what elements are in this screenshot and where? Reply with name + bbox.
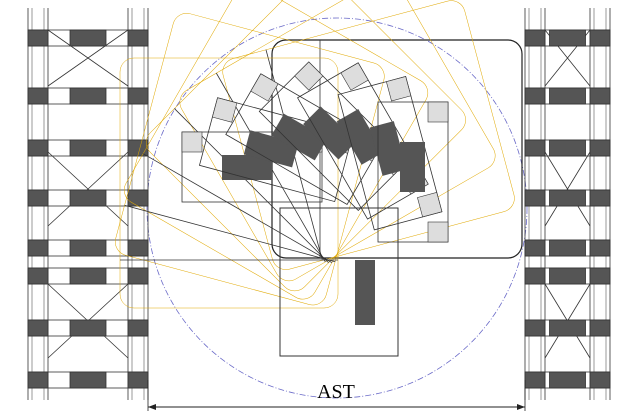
pallet	[127, 371, 149, 389]
pallet-block	[417, 192, 443, 218]
pallet	[127, 139, 149, 157]
pallet	[549, 267, 586, 285]
pallet-block	[250, 73, 279, 102]
body-outline	[124, 0, 429, 300]
pallet	[524, 267, 546, 285]
pallet-block	[385, 76, 412, 102]
pallet	[524, 29, 546, 47]
pallet	[524, 139, 546, 157]
pallet	[27, 29, 49, 47]
arm	[124, 204, 336, 263]
pallet	[27, 189, 49, 207]
pallet	[27, 371, 49, 389]
arm	[142, 153, 333, 264]
pallet	[127, 87, 149, 105]
pallet-position	[377, 101, 449, 243]
swing-position	[119, 57, 339, 309]
swing-position	[124, 0, 429, 300]
pallet-block	[212, 97, 238, 123]
rack	[524, 8, 611, 400]
pallet	[524, 87, 546, 105]
pallet	[69, 267, 107, 285]
pallet	[589, 319, 611, 337]
pallet-load	[336, 108, 384, 165]
racks	[27, 8, 611, 400]
pallet-frame	[279, 207, 399, 357]
pallet	[549, 29, 586, 47]
pallet-load	[355, 260, 375, 325]
pallet-block	[427, 101, 449, 123]
pallet	[127, 29, 149, 47]
pallet-load	[400, 142, 425, 192]
pallet	[127, 267, 149, 285]
pallet	[589, 371, 611, 389]
pallet	[27, 319, 49, 337]
pallet-load	[271, 113, 328, 161]
pallet	[69, 87, 107, 105]
body-outline	[179, 0, 496, 282]
rack	[27, 8, 149, 400]
pallet-block	[340, 62, 369, 91]
pallet	[127, 319, 149, 337]
pallet	[69, 319, 107, 337]
pallet	[69, 189, 107, 207]
pallet-load	[303, 106, 357, 160]
pallet	[549, 87, 586, 105]
pallet	[524, 371, 546, 389]
pallet	[549, 139, 586, 157]
pallet	[549, 371, 586, 389]
pallet-block	[427, 221, 449, 243]
brace	[47, 29, 129, 87]
pallet	[27, 139, 49, 157]
body-outline	[115, 13, 385, 306]
pallet	[589, 189, 611, 207]
pallet	[549, 319, 586, 337]
swing-positions	[115, 0, 523, 357]
pallet	[549, 189, 586, 207]
pallet	[589, 239, 611, 257]
pallet	[589, 29, 611, 47]
pallet	[27, 267, 49, 285]
pallet	[589, 87, 611, 105]
pallet-block	[181, 131, 203, 153]
body-outline	[119, 57, 339, 309]
pallet	[549, 239, 586, 257]
pallet	[27, 239, 49, 257]
pallet	[27, 87, 49, 105]
swing-circle	[146, 17, 528, 399]
pallet	[589, 139, 611, 157]
pallet	[127, 239, 149, 257]
pallet-frame	[377, 101, 449, 243]
pallet	[524, 319, 546, 337]
pallet-block	[294, 61, 324, 91]
pallet	[69, 371, 107, 389]
pallet	[524, 189, 546, 207]
pallet	[69, 239, 107, 257]
pallet	[589, 267, 611, 285]
pallet	[127, 189, 149, 207]
pallet	[524, 239, 546, 257]
brace	[544, 151, 591, 227]
brace	[47, 151, 129, 227]
pallet	[69, 139, 107, 157]
pallet	[69, 29, 107, 47]
dimension-label: AST	[317, 381, 355, 403]
swing-position	[115, 13, 385, 306]
